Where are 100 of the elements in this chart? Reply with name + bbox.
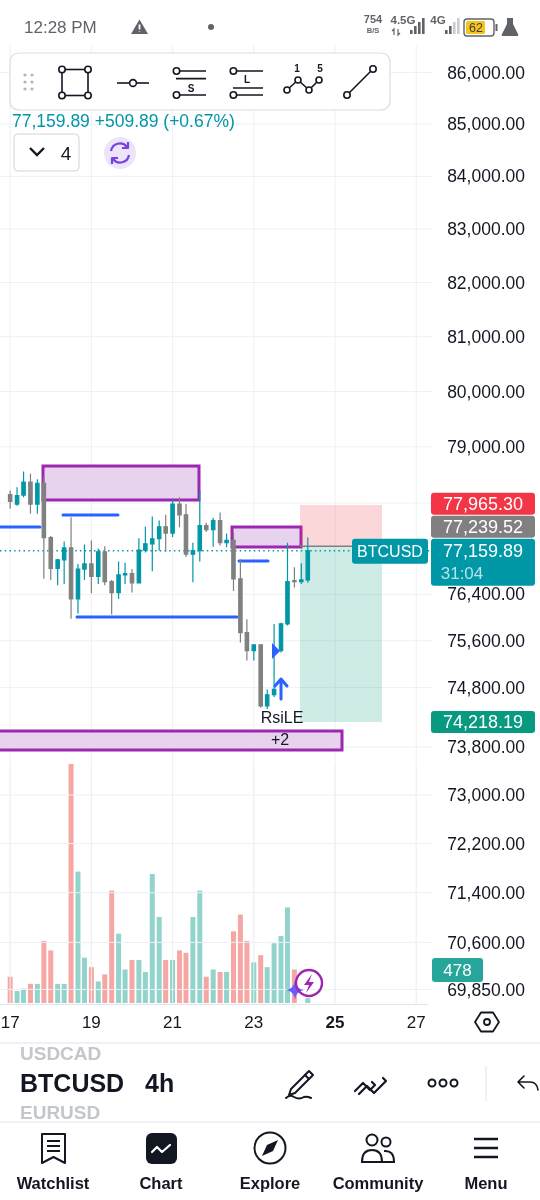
y-tick-label: 82,000.00 — [447, 272, 526, 293]
y-tick-label: 86,000.00 — [447, 62, 526, 83]
candlestick — [14, 486, 20, 507]
bar — [34, 983, 40, 1003]
bar — [136, 959, 142, 1003]
y-tick-label: 84,000.00 — [447, 166, 526, 187]
annotation: 5 — [317, 63, 324, 74]
text: 74,218.19 — [442, 712, 524, 733]
text: 4G — [430, 13, 446, 26]
candlestick — [68, 516, 74, 620]
annotation: BTCUSD — [357, 542, 423, 560]
bar — [210, 969, 216, 1003]
y-tick-label: 70,600.00 — [447, 932, 526, 953]
y-tick-label: 69,850.00 — [447, 979, 526, 1000]
candlestick — [231, 531, 236, 592]
text: 754 — [363, 13, 384, 25]
y-tick-label: 83,000.00 — [447, 219, 526, 240]
bar — [122, 969, 128, 1003]
text: 4.5G — [390, 13, 416, 26]
annotation: 4 — [60, 143, 72, 164]
annotation: 77,159.89 +509.89 (+0.67%) — [12, 111, 235, 131]
annotation: 1 — [294, 63, 301, 74]
x-tick-label: 25 — [325, 1013, 345, 1032]
text: Chart — [139, 1174, 184, 1192]
candlestick — [102, 545, 108, 586]
bar — [203, 976, 209, 1003]
text: 12:28 PM — [24, 18, 97, 37]
text: 77,965.30 — [442, 493, 524, 514]
y-tick-label: 76,400.00 — [447, 584, 526, 605]
y-tick-label: 74,800.00 — [447, 677, 526, 698]
text: Community — [332, 1174, 425, 1192]
candlestick — [21, 470, 26, 498]
candlestick — [285, 542, 290, 627]
bar — [264, 967, 270, 1003]
bar — [61, 983, 67, 1003]
bar — [305, 998, 311, 1003]
bar — [109, 890, 115, 1003]
ref-line-label: 77,159.89 — [442, 540, 524, 561]
candlestick — [210, 517, 216, 548]
bar — [197, 890, 203, 1003]
bar — [48, 950, 54, 1003]
bar — [156, 916, 162, 1003]
bar — [102, 974, 108, 1003]
bar — [81, 957, 87, 1003]
x-tick-label: 17 — [0, 1013, 20, 1032]
candlestick — [292, 566, 297, 589]
bar — [41, 940, 47, 1003]
bar — [142, 971, 148, 1003]
candlestick — [258, 643, 263, 709]
x-tick-label: 23 — [244, 1013, 264, 1032]
y-tick-label: 73,800.00 — [447, 737, 526, 758]
bar — [129, 959, 135, 1003]
candlestick — [35, 478, 40, 515]
candlestick — [170, 497, 175, 538]
candlestick — [41, 476, 47, 580]
annotation: +2 — [270, 731, 290, 748]
annotation: L — [243, 74, 251, 85]
y-tick-label: 80,000.00 — [447, 381, 526, 402]
candlestick — [238, 558, 243, 644]
bar — [217, 971, 223, 1003]
candlestick — [203, 522, 209, 533]
text: Menu — [464, 1174, 508, 1192]
bar — [55, 983, 61, 1003]
text: Watchlist — [16, 1174, 90, 1192]
text: 478 — [443, 961, 472, 980]
bar — [258, 955, 264, 1003]
annotation: RsiLE — [260, 709, 304, 726]
candlestick — [264, 688, 270, 710]
bar — [95, 981, 101, 1003]
x-tick-label: 21 — [163, 1013, 183, 1032]
bar — [190, 916, 196, 1003]
text: 62 — [469, 21, 483, 35]
bar — [27, 983, 33, 1003]
y-tick-label: 75,600.00 — [447, 630, 526, 651]
text: Explore — [239, 1174, 301, 1192]
bar — [116, 933, 122, 1003]
bar — [224, 971, 230, 1003]
candlestick — [7, 489, 13, 510]
candlestick — [224, 533, 229, 548]
text: EURUSD — [20, 1102, 101, 1123]
candlestick — [163, 514, 168, 553]
candlestick — [116, 560, 121, 600]
candlestick — [109, 579, 114, 616]
candlestick — [28, 473, 33, 515]
text: 4h — [145, 1069, 175, 1097]
bar — [149, 873, 155, 1003]
bar — [163, 959, 169, 1003]
bar — [75, 871, 81, 1003]
candlestick — [89, 539, 94, 594]
text: 31:04 — [440, 563, 484, 583]
y-tick-label: 81,000.00 — [447, 326, 526, 347]
text: BTCUSD — [20, 1069, 125, 1097]
text: 77,239.52 — [442, 516, 524, 537]
candlestick — [129, 568, 135, 594]
candlestick — [177, 496, 182, 528]
bar — [68, 764, 74, 1003]
candlestick — [55, 558, 60, 586]
y-tick-label: 72,200.00 — [447, 833, 526, 854]
candlestick — [75, 563, 81, 615]
annotation: S — [187, 83, 195, 94]
